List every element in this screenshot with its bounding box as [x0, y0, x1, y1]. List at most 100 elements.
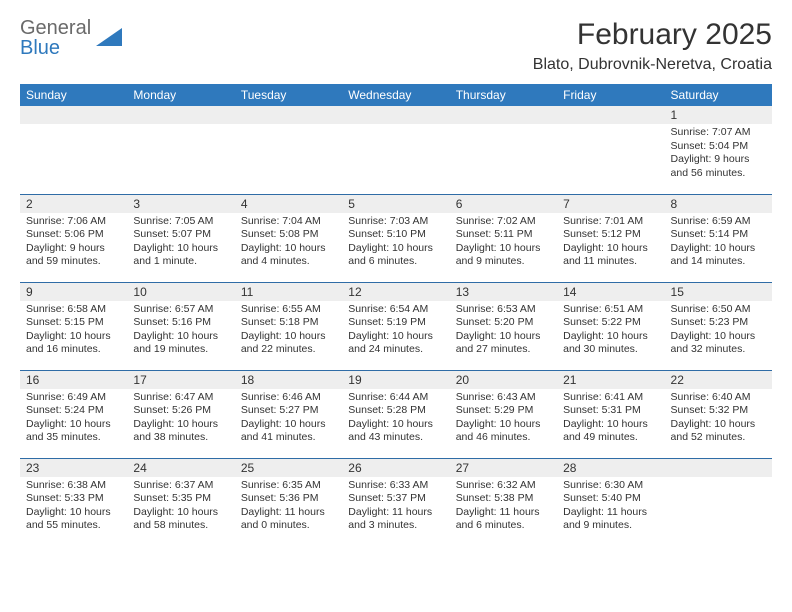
month-title: February 2025 — [533, 18, 772, 52]
daylight-line: Daylight: 10 hours and 55 minutes. — [26, 506, 121, 533]
calendar-cell: 20Sunrise: 6:43 AMSunset: 5:29 PMDayligh… — [450, 370, 557, 458]
day-body: Sunrise: 6:54 AMSunset: 5:19 PMDaylight:… — [342, 301, 449, 362]
sunset-line: Sunset: 5:22 PM — [563, 316, 658, 330]
daylight-line: Daylight: 10 hours and 46 minutes. — [456, 418, 551, 445]
daylight-line: Daylight: 10 hours and 27 minutes. — [456, 330, 551, 357]
calendar-week: 2Sunrise: 7:06 AMSunset: 5:06 PMDaylight… — [20, 194, 772, 282]
day-number: 21 — [557, 371, 664, 389]
sunset-line: Sunset: 5:27 PM — [241, 404, 336, 418]
day-number: 15 — [665, 283, 772, 301]
day-body: Sunrise: 6:50 AMSunset: 5:23 PMDaylight:… — [665, 301, 772, 362]
day-body — [235, 124, 342, 130]
day-header: Saturday — [665, 84, 772, 106]
sunset-line: Sunset: 5:33 PM — [26, 492, 121, 506]
daylight-line: Daylight: 10 hours and 30 minutes. — [563, 330, 658, 357]
daylight-line: Daylight: 11 hours and 3 minutes. — [348, 506, 443, 533]
calendar-cell: 8Sunrise: 6:59 AMSunset: 5:14 PMDaylight… — [665, 194, 772, 282]
day-body: Sunrise: 7:03 AMSunset: 5:10 PMDaylight:… — [342, 213, 449, 274]
calendar-cell: 16Sunrise: 6:49 AMSunset: 5:24 PMDayligh… — [20, 370, 127, 458]
title-block: February 2025 Blato, Dubrovnik-Neretva, … — [533, 18, 772, 74]
day-body: Sunrise: 6:49 AMSunset: 5:24 PMDaylight:… — [20, 389, 127, 450]
daylight-line: Daylight: 10 hours and 4 minutes. — [241, 242, 336, 269]
calendar-week: 9Sunrise: 6:58 AMSunset: 5:15 PMDaylight… — [20, 282, 772, 370]
daylight-line: Daylight: 10 hours and 14 minutes. — [671, 242, 766, 269]
sunset-line: Sunset: 5:23 PM — [671, 316, 766, 330]
calendar-cell: 1Sunrise: 7:07 AMSunset: 5:04 PMDaylight… — [665, 106, 772, 194]
day-body — [20, 124, 127, 130]
day-number: 22 — [665, 371, 772, 389]
day-body — [557, 124, 664, 130]
calendar-cell: 18Sunrise: 6:46 AMSunset: 5:27 PMDayligh… — [235, 370, 342, 458]
calendar-cell: 13Sunrise: 6:53 AMSunset: 5:20 PMDayligh… — [450, 282, 557, 370]
location: Blato, Dubrovnik-Neretva, Croatia — [533, 56, 772, 74]
day-body: Sunrise: 6:51 AMSunset: 5:22 PMDaylight:… — [557, 301, 664, 362]
calendar-cell: 5Sunrise: 7:03 AMSunset: 5:10 PMDaylight… — [342, 194, 449, 282]
day-number: 3 — [127, 195, 234, 213]
calendar-cell — [450, 106, 557, 194]
calendar-cell: 14Sunrise: 6:51 AMSunset: 5:22 PMDayligh… — [557, 282, 664, 370]
day-body: Sunrise: 6:58 AMSunset: 5:15 PMDaylight:… — [20, 301, 127, 362]
day-body: Sunrise: 6:46 AMSunset: 5:27 PMDaylight:… — [235, 389, 342, 450]
sunset-line: Sunset: 5:15 PM — [26, 316, 121, 330]
day-body — [450, 124, 557, 130]
calendar-cell — [127, 106, 234, 194]
calendar-cell: 12Sunrise: 6:54 AMSunset: 5:19 PMDayligh… — [342, 282, 449, 370]
day-body: Sunrise: 6:30 AMSunset: 5:40 PMDaylight:… — [557, 477, 664, 538]
day-number: 2 — [20, 195, 127, 213]
sunrise-line: Sunrise: 7:03 AM — [348, 215, 443, 229]
day-number — [342, 106, 449, 124]
sunrise-line: Sunrise: 7:02 AM — [456, 215, 551, 229]
day-body: Sunrise: 6:40 AMSunset: 5:32 PMDaylight:… — [665, 389, 772, 450]
day-number: 19 — [342, 371, 449, 389]
day-body: Sunrise: 6:41 AMSunset: 5:31 PMDaylight:… — [557, 389, 664, 450]
sunrise-line: Sunrise: 6:59 AM — [671, 215, 766, 229]
day-header: Monday — [127, 84, 234, 106]
calendar-cell: 21Sunrise: 6:41 AMSunset: 5:31 PMDayligh… — [557, 370, 664, 458]
sunset-line: Sunset: 5:26 PM — [133, 404, 228, 418]
daylight-line: Daylight: 10 hours and 19 minutes. — [133, 330, 228, 357]
sunrise-line: Sunrise: 7:05 AM — [133, 215, 228, 229]
calendar-cell — [235, 106, 342, 194]
daylight-line: Daylight: 10 hours and 58 minutes. — [133, 506, 228, 533]
calendar-cell: 28Sunrise: 6:30 AMSunset: 5:40 PMDayligh… — [557, 458, 664, 546]
day-header-row: SundayMondayTuesdayWednesdayThursdayFrid… — [20, 84, 772, 106]
sunrise-line: Sunrise: 6:43 AM — [456, 391, 551, 405]
sunset-line: Sunset: 5:32 PM — [671, 404, 766, 418]
sunrise-line: Sunrise: 6:38 AM — [26, 479, 121, 493]
sunrise-line: Sunrise: 6:47 AM — [133, 391, 228, 405]
day-number: 28 — [557, 459, 664, 477]
day-body: Sunrise: 7:07 AMSunset: 5:04 PMDaylight:… — [665, 124, 772, 185]
calendar-cell: 23Sunrise: 6:38 AMSunset: 5:33 PMDayligh… — [20, 458, 127, 546]
day-body: Sunrise: 6:57 AMSunset: 5:16 PMDaylight:… — [127, 301, 234, 362]
calendar-cell: 3Sunrise: 7:05 AMSunset: 5:07 PMDaylight… — [127, 194, 234, 282]
calendar-cell: 10Sunrise: 6:57 AMSunset: 5:16 PMDayligh… — [127, 282, 234, 370]
brand-part1: General — [20, 17, 91, 39]
daylight-line: Daylight: 9 hours and 59 minutes. — [26, 242, 121, 269]
sunset-line: Sunset: 5:12 PM — [563, 228, 658, 242]
sunset-line: Sunset: 5:04 PM — [671, 140, 766, 154]
brand-triangle-icon — [96, 26, 122, 51]
sunset-line: Sunset: 5:29 PM — [456, 404, 551, 418]
calendar-cell: 2Sunrise: 7:06 AMSunset: 5:06 PMDaylight… — [20, 194, 127, 282]
brand-logo: General Blue — [20, 18, 122, 58]
header: General Blue February 2025 Blato, Dubrov… — [20, 18, 772, 74]
day-number — [127, 106, 234, 124]
daylight-line: Daylight: 11 hours and 6 minutes. — [456, 506, 551, 533]
sunrise-line: Sunrise: 6:33 AM — [348, 479, 443, 493]
day-header: Friday — [557, 84, 664, 106]
day-header: Thursday — [450, 84, 557, 106]
sunrise-line: Sunrise: 7:07 AM — [671, 126, 766, 140]
sunrise-line: Sunrise: 6:50 AM — [671, 303, 766, 317]
day-header: Tuesday — [235, 84, 342, 106]
daylight-line: Daylight: 10 hours and 38 minutes. — [133, 418, 228, 445]
day-number: 5 — [342, 195, 449, 213]
sunrise-line: Sunrise: 6:54 AM — [348, 303, 443, 317]
day-body: Sunrise: 6:37 AMSunset: 5:35 PMDaylight:… — [127, 477, 234, 538]
daylight-line: Daylight: 9 hours and 56 minutes. — [671, 153, 766, 180]
day-number: 1 — [665, 106, 772, 124]
daylight-line: Daylight: 10 hours and 9 minutes. — [456, 242, 551, 269]
day-number: 14 — [557, 283, 664, 301]
day-body — [342, 124, 449, 130]
day-number: 12 — [342, 283, 449, 301]
day-number: 13 — [450, 283, 557, 301]
